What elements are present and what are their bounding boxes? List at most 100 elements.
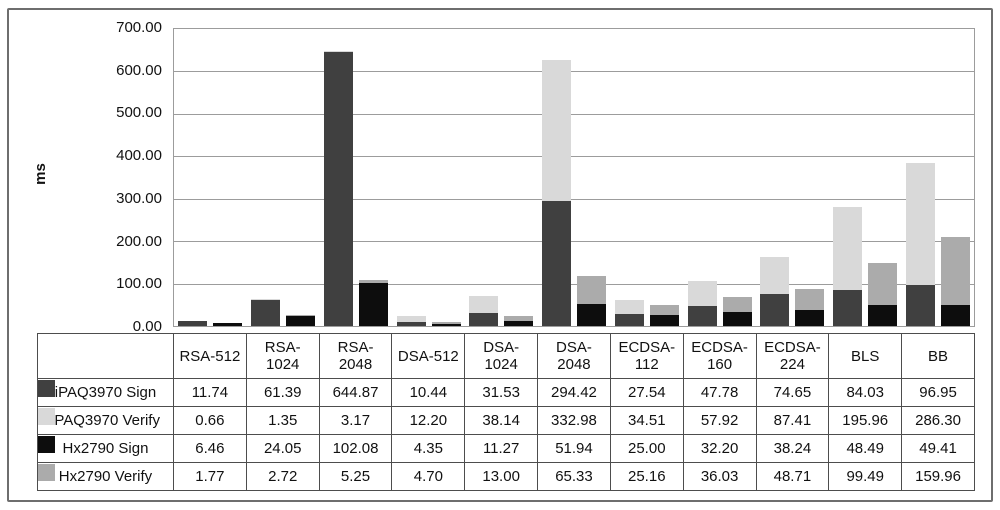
segment-hx2790-verify xyxy=(504,315,534,322)
segment-ipaq3970-sign xyxy=(323,52,353,326)
bar-group-rsa-2048 xyxy=(319,29,392,326)
value-cell: 11.27 xyxy=(464,434,539,463)
value-cell: 11.74 xyxy=(173,378,247,407)
category-header-dsa-512: DSA-512 xyxy=(391,333,466,379)
bar-ecdsa-112-ipaq3970 xyxy=(614,299,644,326)
value-cell: 65.33 xyxy=(537,462,611,491)
segment-hx2790-sign xyxy=(286,315,316,326)
bar-bls-hx2790 xyxy=(867,263,897,326)
value-cell: 644.87 xyxy=(318,378,393,407)
segment-hx2790-sign xyxy=(867,305,897,326)
segment-ipaq3970-sign xyxy=(469,312,499,326)
value-cell: 36.03 xyxy=(682,462,757,491)
segment-ipaq3970-verify xyxy=(614,299,644,315)
value-cell: 3.17 xyxy=(318,406,393,435)
legend-cell: iPAQ3970 Sign xyxy=(37,378,174,407)
bar-bls-ipaq3970 xyxy=(832,207,862,326)
bar-dsa-2048-ipaq3970 xyxy=(542,59,572,326)
segment-hx2790-sign xyxy=(358,282,388,326)
table-corner-cell xyxy=(37,333,174,379)
segment-ipaq3970-sign xyxy=(178,321,208,326)
y-tick-label: 0.00 xyxy=(132,318,162,335)
category-header-ecdsa-160: ECDSA-160 xyxy=(682,333,757,379)
value-cell: 87.41 xyxy=(755,406,830,435)
value-cell: 286.30 xyxy=(901,406,975,435)
bar-group-dsa-1024 xyxy=(465,29,538,326)
bar-ecdsa-160-ipaq3970 xyxy=(687,281,717,326)
bar-group-bb xyxy=(901,29,974,326)
legend-swatch-icon xyxy=(38,380,55,397)
value-cell: 51.94 xyxy=(537,434,611,463)
table-row-ipaq3970-verify: iPAQ3970 Verify 0.66 1.35 3.17 12.20 38.14 332… xyxy=(37,406,975,435)
table-row-hx2790-sign: Hx2790 Sign 6.46 24.05 102.08 4.35 11.27 51.94… xyxy=(37,434,975,463)
value-cell: 13.00 xyxy=(464,462,539,491)
value-cell: 25.00 xyxy=(609,434,684,463)
category-header-bb: BB xyxy=(901,333,975,379)
category-header-dsa-1024: DSA-1024 xyxy=(464,333,539,379)
legend-cell: Hx2790 Sign xyxy=(37,434,174,463)
legend-label: Hx2790 Verify xyxy=(58,468,153,485)
value-cell: 12.20 xyxy=(391,406,466,435)
y-tick-label: 200.00 xyxy=(116,232,162,250)
bar-ecdsa-224-ipaq3970 xyxy=(760,257,790,326)
value-cell: 96.95 xyxy=(901,378,975,407)
value-cell: 27.54 xyxy=(609,378,684,407)
y-tick-label: 600.00 xyxy=(116,61,162,79)
y-tick-label: 300.00 xyxy=(116,189,162,207)
segment-ipaq3970-verify xyxy=(469,296,499,313)
bar-group-rsa-512 xyxy=(174,29,247,326)
value-cell: 24.05 xyxy=(245,434,320,463)
category-header-ecdsa-224: ECDSA-224 xyxy=(755,333,830,379)
segment-ipaq3970-verify xyxy=(832,207,862,291)
bar-group-ecdsa-160 xyxy=(683,29,756,326)
gridline xyxy=(174,71,974,72)
segment-hx2790-sign xyxy=(722,312,752,326)
bar-bb-hx2790 xyxy=(940,237,970,326)
segment-ipaq3970-verify xyxy=(323,51,353,53)
y-tick-label: 100.00 xyxy=(116,275,162,293)
bar-dsa-1024-ipaq3970 xyxy=(469,296,499,326)
value-cell: 159.96 xyxy=(901,462,975,491)
segment-ipaq3970-sign xyxy=(905,284,935,326)
value-cell: 1.77 xyxy=(173,462,247,491)
segment-ipaq3970-sign xyxy=(396,321,426,326)
bar-rsa-2048-hx2790 xyxy=(358,280,388,326)
value-cell: 47.78 xyxy=(682,378,757,407)
segment-hx2790-verify xyxy=(213,322,243,324)
gridline xyxy=(174,199,974,200)
value-cell: 61.39 xyxy=(245,378,320,407)
bar-group-ecdsa-224 xyxy=(756,29,829,326)
bar-group-ecdsa-112 xyxy=(610,29,683,326)
gridline xyxy=(174,241,974,242)
value-cell: 74.65 xyxy=(755,378,830,407)
category-header-bls: BLS xyxy=(828,333,903,379)
y-tick-label: 700.00 xyxy=(116,19,162,36)
value-cell: 84.03 xyxy=(828,378,903,407)
value-cell: 57.92 xyxy=(682,406,757,435)
segment-hx2790-verify xyxy=(358,280,388,283)
segment-hx2790-sign xyxy=(940,305,970,326)
bar-ecdsa-112-hx2790 xyxy=(649,304,679,326)
bar-dsa-2048-hx2790 xyxy=(577,276,607,326)
category-header-rsa-512: RSA-512 xyxy=(173,333,247,379)
value-cell: 5.25 xyxy=(318,462,393,491)
bar-rsa-512-hx2790 xyxy=(213,322,243,326)
bar-rsa-512-ipaq3970 xyxy=(178,320,208,326)
bars-container xyxy=(174,29,974,326)
value-cell: 34.51 xyxy=(609,406,684,435)
gridline xyxy=(174,114,974,115)
value-cell: 38.14 xyxy=(464,406,539,435)
legend-cell: iPAQ3970 Verify xyxy=(37,406,174,435)
bar-group-rsa-1024 xyxy=(247,29,320,326)
data-table: RSA-512 RSA-1024 RSA-2048 DSA-512 DSA-1024 DS… xyxy=(37,333,975,491)
segment-hx2790-sign xyxy=(795,309,825,326)
category-header-rsa-1024: RSA-1024 xyxy=(245,333,320,379)
bar-rsa-2048-ipaq3970 xyxy=(323,51,353,326)
segment-hx2790-sign xyxy=(504,321,534,326)
value-cell: 32.20 xyxy=(682,434,757,463)
bar-ecdsa-224-hx2790 xyxy=(795,289,825,326)
segment-ipaq3970-sign xyxy=(687,305,717,326)
value-cell: 4.70 xyxy=(391,462,466,491)
segment-hx2790-verify xyxy=(286,314,316,316)
